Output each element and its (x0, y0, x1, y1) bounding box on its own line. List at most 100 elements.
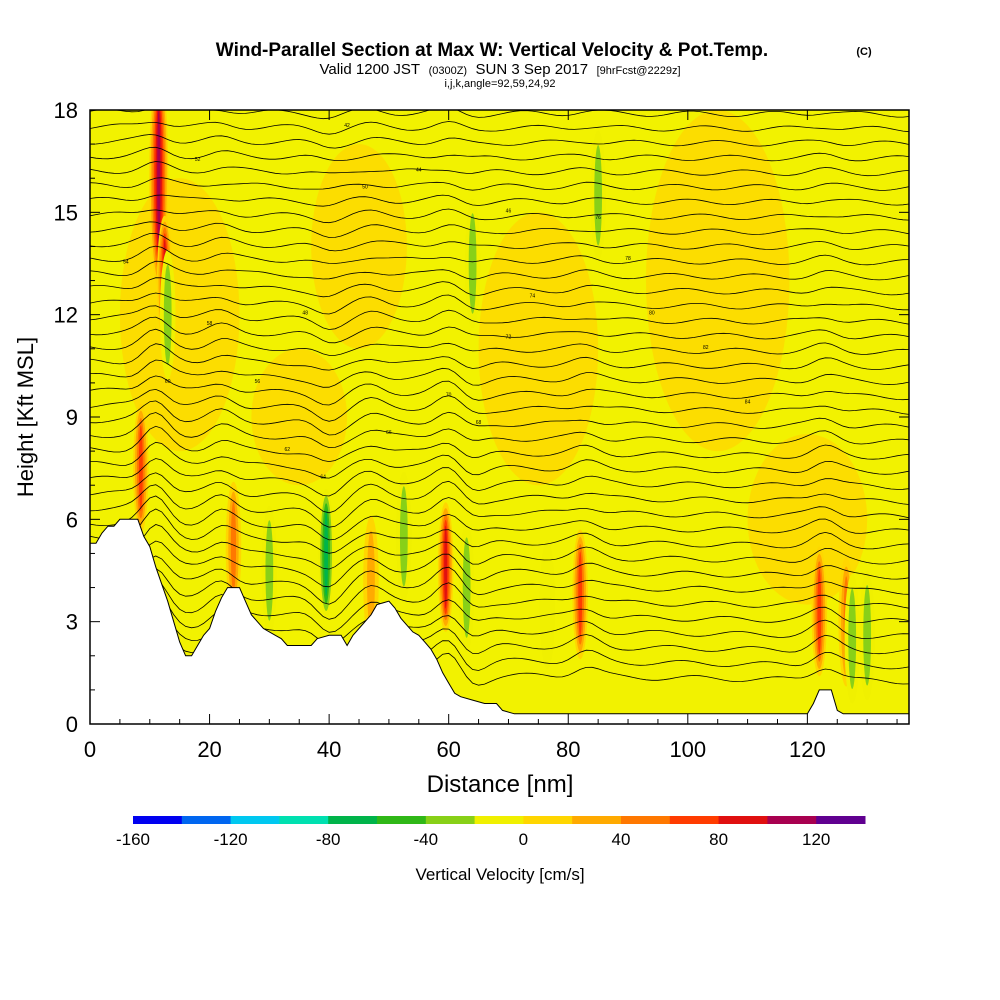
y-tick-label-6: 18 (54, 98, 78, 123)
y-tick-label-3: 9 (66, 405, 78, 430)
colorbar-swatch-8 (523, 816, 573, 824)
x-axis-label: Distance [nm] (427, 771, 574, 798)
isentrope-line-9 (90, 508, 909, 554)
x-tick-label-6: 120 (789, 737, 826, 762)
isentrope-label-9: 60 (165, 379, 171, 385)
isentrope-line-33 (90, 177, 909, 191)
colorbar-tick-label-4: 0 (519, 830, 528, 849)
isentrope-line-6 (90, 555, 909, 605)
x-tick-label-5: 100 (669, 737, 706, 762)
velocity-cell-10 (458, 522, 475, 653)
isentrope-label-7: 56 (255, 379, 261, 385)
isentrope-line-32 (90, 194, 909, 207)
colorbar-label: Vertical Velocity [cm/s] (415, 865, 584, 884)
velocity-cell-5 (261, 505, 278, 636)
velocity-cell-2 (159, 249, 176, 380)
isentrope-label-0: 42 (344, 123, 350, 129)
isentrope-line-22 (90, 328, 909, 356)
isentrope-line-24 (90, 305, 909, 330)
isentrope-line-21 (90, 343, 909, 371)
isentrope-line-19 (90, 375, 909, 406)
y-tick-label-0: 0 (66, 712, 78, 737)
isentrope-line-8 (90, 524, 909, 570)
isentrope-line-25 (90, 292, 909, 315)
isentrope-label-18: 78 (625, 256, 631, 262)
colorbar-swatch-12 (718, 816, 768, 824)
isentrope-line-37 (90, 121, 909, 135)
isentrope-line-36 (90, 134, 909, 149)
chart-subtitle-indices: i,j,k,angle=92,59,24,92 (444, 78, 555, 90)
isentrope-line-7 (90, 540, 909, 588)
velocity-cell-14 (590, 130, 606, 261)
isentrope-line-14 (90, 441, 909, 479)
isentrope-label-15: 72 (506, 335, 512, 341)
isentrope-label-19: 80 (649, 311, 655, 317)
colorbar-swatch-4 (328, 816, 378, 824)
x-tick-label-3: 60 (436, 737, 460, 762)
colorbar-swatch-1 (181, 816, 232, 824)
isentrope-line-27 (90, 260, 909, 281)
plot-area: 42 44 46 48 50 52 54 56 58 60 62 64 66 68 70 72 74 76 78 80… (89, 90, 910, 725)
isentrope-line-28 (90, 245, 909, 266)
isentrope-line-13 (90, 458, 909, 497)
velocity-cell-9 (437, 502, 454, 632)
velocity-band-3 (645, 110, 790, 452)
isentrope-label-17: 76 (595, 215, 601, 221)
y-axis-label: Height [Kft MSL] (13, 337, 38, 497)
y-tick-label-5: 15 (54, 200, 78, 225)
colorbar-tick-label-0: -160 (116, 830, 150, 849)
isentrope-line-29 (90, 232, 909, 252)
colorbar-tick-label-7: 120 (802, 830, 830, 849)
colorbar: -160 -120 -80 -40 0 40 80 120 (116, 816, 866, 849)
isentrope-line-30 (90, 221, 909, 238)
velocity-field (119, 110, 875, 704)
subtitle-z: (0300Z) (429, 65, 468, 77)
isentrope-label-13: 68 (476, 420, 482, 426)
isentrope-line-11 (90, 484, 909, 528)
velocity-cell-17 (859, 570, 875, 701)
isentrope-line-20 (90, 359, 909, 388)
colorbar-swatch-5 (377, 816, 427, 824)
x-tick-label-2: 40 (317, 737, 341, 762)
colorbar-swatch-2 (230, 816, 280, 824)
isentrope-label-5: 52 (195, 157, 201, 163)
isentrope-label-6: 54 (123, 260, 129, 266)
isentrope-label-20: 82 (703, 345, 709, 351)
y-tick-label-2: 6 (66, 507, 78, 532)
velocity-band-4 (747, 434, 868, 605)
isentrope-label-21: 84 (745, 399, 751, 405)
velocity-band-2 (478, 212, 599, 486)
colorbar-swatch-3 (279, 816, 329, 824)
isentrope-line-34 (90, 161, 909, 177)
subtitle-date: SUN 3 Sep 2017 (476, 61, 589, 78)
isentrope-label-16: 74 (530, 294, 536, 300)
isentrope-label-11: 64 (320, 474, 326, 480)
colorbar-tick-label-1: -120 (214, 830, 248, 849)
isentrope-label-10: 62 (284, 447, 290, 453)
colorbar-tick-label-3: -40 (414, 830, 439, 849)
velocity-band-5 (251, 348, 348, 486)
velocity-cell-6 (318, 488, 334, 619)
velocity-cell-18 (844, 573, 860, 704)
x-tick-label-0: 0 (84, 737, 96, 762)
velocity-cell-8 (396, 471, 412, 602)
colorbar-swatch-9 (572, 816, 622, 824)
isentrope-line-39 (90, 90, 909, 102)
isentrope-line-10 (90, 495, 909, 541)
x-tick-label-4: 80 (556, 737, 580, 762)
isentrope-label-8: 58 (207, 321, 213, 327)
isentrope-label-14: 70 (446, 393, 452, 399)
colorbar-tick-label-6: 80 (709, 830, 728, 849)
axes: 0 20 40 60 80 100 120 0 3 6 9 12 15 18 (54, 98, 909, 762)
colorbar-swatch-10 (621, 816, 671, 824)
colorbar-swatch-13 (767, 816, 817, 824)
y-tick-label-1: 3 (66, 610, 78, 635)
terrain-mask (89, 518, 910, 725)
chart-subtitle: Valid 1200 JST (0300Z) SUN 3 Sep 2017 [9… (319, 61, 680, 78)
isentrope-line-38 (90, 110, 909, 120)
colorbar-tick-label-5: 40 (612, 830, 631, 849)
colorbar-swatch-14 (816, 816, 866, 824)
colorbar-swatch-0 (133, 816, 183, 824)
colorbar-tick-label-2: -80 (316, 830, 341, 849)
chart-title-mark: (C) (856, 46, 872, 58)
